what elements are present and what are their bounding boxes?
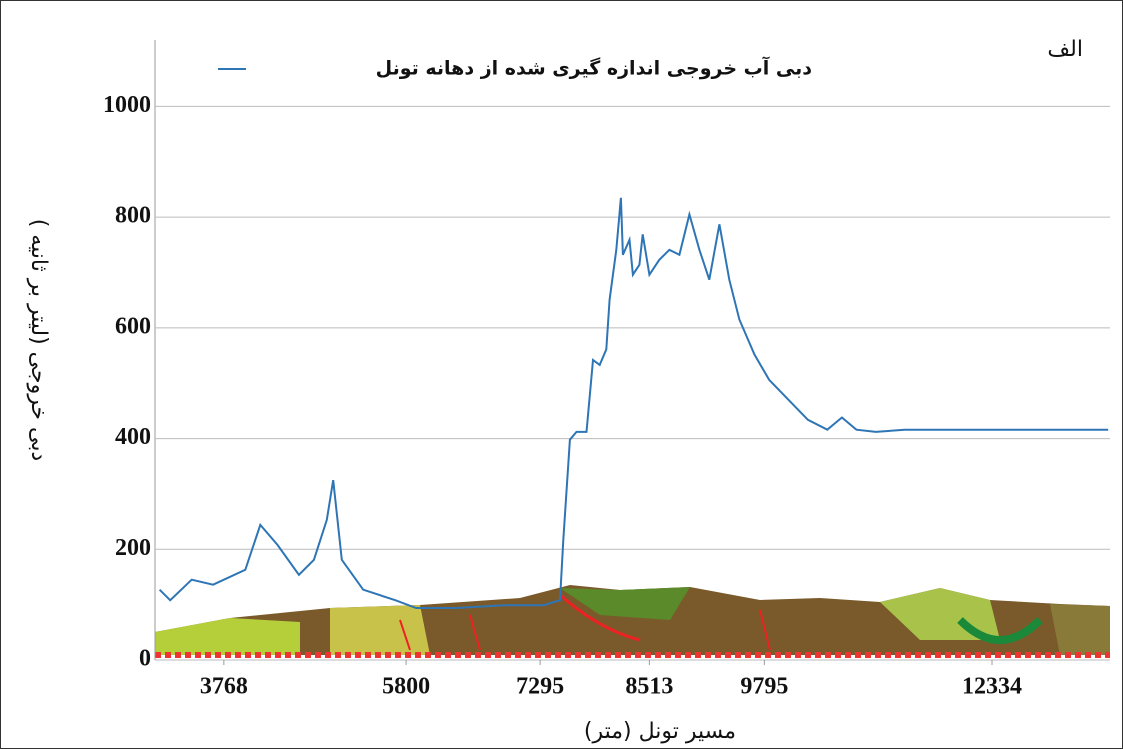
x-tick-label: 5800 [382,674,430,700]
y-tick-label: 0 [139,646,151,672]
y-tick-label: 200 [115,535,151,561]
legend-label: دبی آب خروجی اندازه گیری شده از دهانه تو… [376,56,813,80]
x-axis-title: مسیر تونل (متر) [584,719,736,744]
y-tick-label: 600 [115,313,151,339]
y-tick-label: 400 [115,424,151,450]
x-tick-label: 8513 [625,674,673,700]
x-tick-label: 12334 [962,674,1022,700]
x-tick-label: 3768 [200,674,248,700]
x-tick-label: 9795 [740,674,788,700]
x-tick-label: 7295 [516,674,564,700]
y-tick-label: 1000 [103,92,151,118]
y-axis-title: دبی خروجی (لیتر بر ثانیه ) [26,219,51,461]
chart: الف دبی آب خروجی اندازه گیری شده از دهان… [0,0,1123,749]
y-tick-label: 800 [115,203,151,229]
panel-label: الف [1047,37,1083,62]
